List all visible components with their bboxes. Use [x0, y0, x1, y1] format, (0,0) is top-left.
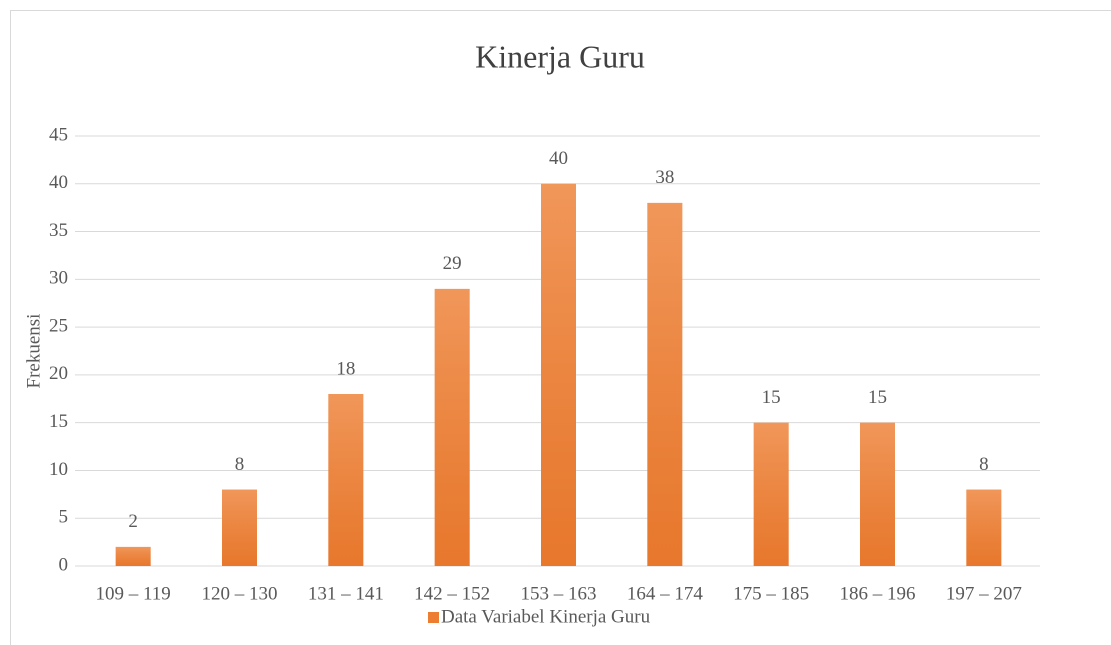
x-tick-label: 131 – 141	[308, 583, 384, 604]
legend-label: Data Variabel Kinerja Guru	[441, 606, 651, 627]
y-tick-label: 15	[49, 411, 68, 432]
bar-shade	[966, 489, 1002, 566]
y-tick-label: 20	[49, 363, 68, 384]
bar-shade	[222, 489, 257, 566]
bar-shade	[328, 394, 364, 566]
x-tick-label: 109 – 119	[96, 583, 171, 604]
data-label: 2	[128, 511, 138, 532]
y-tick-label: 45	[49, 124, 68, 145]
bar-shade	[647, 202, 683, 566]
bar-shade	[115, 546, 151, 566]
bar-shade	[434, 288, 470, 566]
bar-shade	[541, 183, 576, 566]
x-tick-label: 186 – 196	[840, 583, 916, 604]
y-tick-label: 5	[59, 507, 69, 528]
y-tick-label: 30	[49, 268, 68, 289]
bar-shade	[860, 422, 895, 566]
y-tick-label: 0	[59, 554, 69, 575]
y-tick-label: 10	[49, 459, 68, 480]
data-label: 8	[979, 454, 989, 475]
x-tick-label: 175 – 185	[733, 583, 809, 604]
chart-frame	[10, 10, 1111, 645]
data-label: 40	[549, 148, 568, 169]
bar-shade	[753, 422, 789, 566]
y-tick-label: 40	[49, 172, 68, 193]
data-label: 29	[443, 253, 462, 274]
data-label: 38	[655, 167, 674, 188]
x-tick-label: 164 – 174	[627, 583, 704, 604]
y-axis-label: Frekuensi	[23, 314, 44, 389]
x-tick-label: 120 – 130	[202, 583, 278, 604]
data-label: 15	[868, 387, 887, 408]
y-tick-label: 25	[49, 315, 68, 336]
chart-title: Kinerja Guru	[475, 38, 645, 74]
data-label: 8	[235, 454, 245, 475]
data-label: 18	[336, 358, 355, 379]
data-label: 15	[762, 387, 781, 408]
x-tick-label: 197 – 207	[946, 583, 1022, 604]
x-tick-label: 142 – 152	[414, 583, 490, 604]
y-tick-label: 35	[49, 220, 68, 241]
x-tick-label: 153 – 163	[521, 583, 597, 604]
legend-swatch	[428, 612, 439, 623]
